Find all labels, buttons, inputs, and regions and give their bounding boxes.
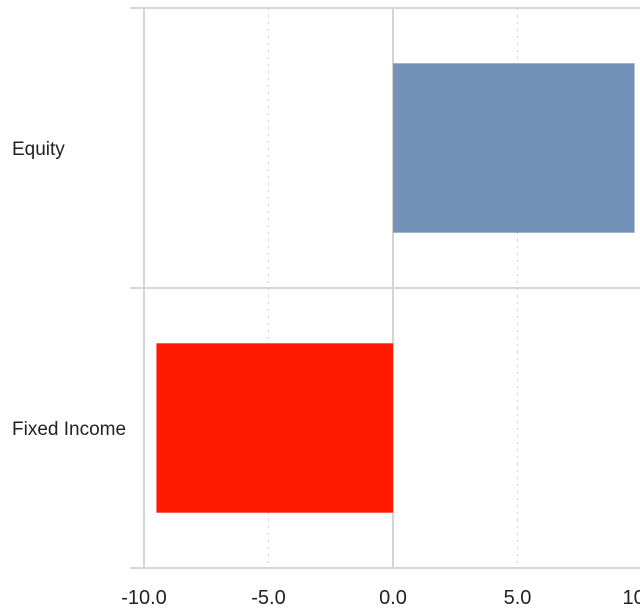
bar-fixed-income [156,343,393,512]
x-tick-label: 0.0 [379,587,407,609]
x-tick-label: 5.0 [504,587,532,609]
bar-equity [393,63,635,232]
category-label: Equity [12,139,65,160]
x-tick-label: 10.0 [623,587,640,609]
x-tick-label: -10.0 [121,587,167,609]
x-tick-label: -5.0 [251,587,285,609]
category-label: Fixed Income [12,419,126,440]
